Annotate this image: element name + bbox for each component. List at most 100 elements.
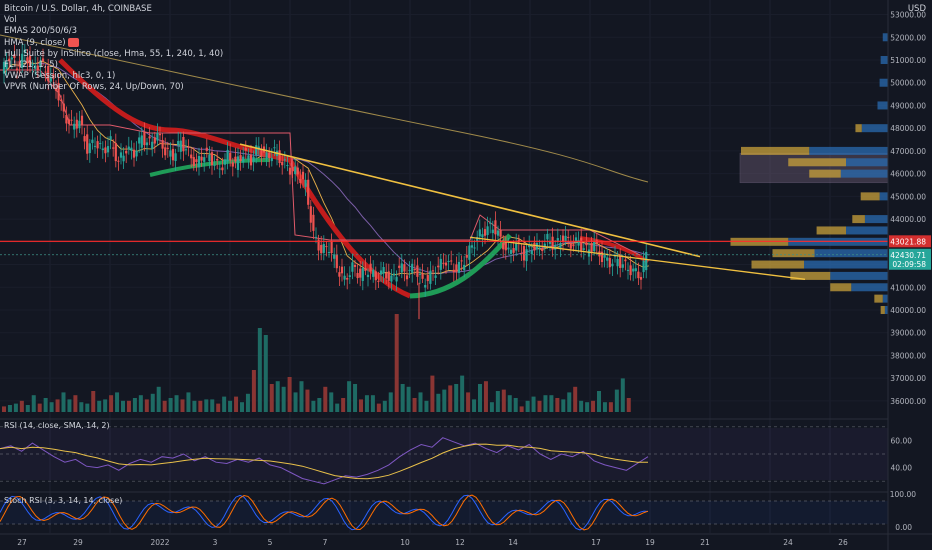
volume-bar bbox=[549, 395, 554, 412]
volume-bar bbox=[614, 389, 619, 412]
vp-bar-up bbox=[809, 146, 888, 155]
symbol-title[interactable]: Bitcoin / U.S. Dollar, 4h, COINBASE bbox=[4, 4, 152, 14]
vp-bar-up bbox=[879, 78, 888, 87]
hull-bullish-1 bbox=[149, 158, 271, 177]
rsi-title[interactable]: RSI (14, close, SMA, 14, 2) bbox=[4, 421, 110, 430]
candle-body bbox=[398, 265, 401, 268]
price-tick-label: 39000.00 bbox=[890, 329, 926, 338]
candle-body bbox=[496, 230, 500, 236]
candle-body bbox=[8, 58, 11, 61]
candle-body bbox=[54, 88, 58, 91]
indicator-fli[interactable]: FLI (21, 1, 5) bbox=[4, 60, 58, 71]
volume-bar bbox=[115, 392, 120, 412]
candle-body bbox=[119, 152, 123, 158]
vp-bar-down bbox=[772, 249, 815, 258]
candle-body bbox=[346, 277, 349, 280]
volume-bar bbox=[460, 375, 465, 412]
candle-body bbox=[374, 271, 377, 281]
vp-bar-up bbox=[804, 260, 888, 269]
candle-body bbox=[379, 270, 383, 275]
indicator-emas[interactable]: EMAS 200/50/6/3 bbox=[4, 26, 78, 37]
candle-body bbox=[450, 260, 453, 262]
volume-bar bbox=[287, 377, 292, 412]
candle-body bbox=[447, 260, 450, 262]
candle-body bbox=[554, 244, 557, 250]
candle-body bbox=[621, 264, 624, 268]
candle-body bbox=[78, 120, 81, 129]
candle-body bbox=[395, 276, 398, 282]
volume-bar bbox=[335, 403, 340, 412]
volume-profile bbox=[730, 33, 889, 314]
candle-body bbox=[515, 243, 518, 251]
price-tick-label: 38000.00 bbox=[890, 351, 926, 360]
chart-legend: Bitcoin / U.S. Dollar, 4h, COINBASE Vol … bbox=[4, 4, 223, 94]
candle-body bbox=[184, 149, 188, 151]
volume-bar bbox=[376, 403, 381, 412]
candle-body bbox=[36, 65, 39, 71]
vp-bar-down bbox=[860, 192, 880, 201]
volume-bar bbox=[561, 399, 566, 412]
volume-bar bbox=[531, 396, 536, 412]
candle-body bbox=[166, 147, 169, 149]
candle-body bbox=[23, 49, 26, 53]
countdown-text: 02:09:58 bbox=[892, 260, 926, 269]
vp-bar-down bbox=[741, 146, 810, 155]
volume-bar bbox=[132, 398, 137, 412]
stoch-rsi-title[interactable]: Stoch RSI (3, 3, 14, 14, close) bbox=[4, 496, 123, 505]
candle-body bbox=[327, 252, 331, 254]
last-price-text: 42430.71 bbox=[890, 251, 926, 260]
candle-body bbox=[606, 257, 609, 261]
candle-body bbox=[637, 271, 640, 279]
indicator-vpvr[interactable]: VPVR (Number Of Rows, 24, Up/Down, 70) bbox=[4, 82, 184, 93]
candle-body bbox=[158, 133, 162, 136]
candle-body bbox=[291, 166, 294, 172]
candle-body bbox=[470, 245, 474, 248]
candle-body bbox=[143, 131, 146, 146]
candle-body bbox=[574, 237, 578, 242]
time-tick-label: 19 bbox=[645, 538, 655, 547]
stoch-d-line bbox=[0, 494, 649, 531]
candle-body bbox=[483, 229, 487, 236]
volume-bar bbox=[31, 395, 36, 412]
volume-bar bbox=[293, 392, 298, 412]
trendline-descending bbox=[239, 143, 701, 258]
candle-body bbox=[533, 242, 536, 251]
candle-body bbox=[356, 272, 359, 279]
candle-body bbox=[67, 119, 71, 124]
time-tick-label: 26 bbox=[838, 538, 848, 547]
candle-body bbox=[195, 159, 198, 163]
volume-bar bbox=[489, 402, 494, 412]
indicator-hull[interactable]: Hull Suite by InSilico (close, Hma, 55, … bbox=[4, 48, 224, 59]
indicator-alert-icon[interactable] bbox=[68, 37, 80, 47]
vp-bar-up bbox=[880, 56, 888, 64]
candle-body bbox=[548, 242, 552, 244]
candle-body bbox=[70, 119, 73, 121]
indicator-vol[interactable]: Vol bbox=[4, 15, 17, 26]
volume-bar bbox=[186, 392, 191, 412]
candle-body bbox=[372, 269, 375, 277]
vp-bar-up bbox=[814, 249, 888, 258]
volume-bar bbox=[585, 402, 590, 412]
candle-body bbox=[429, 270, 432, 284]
candle-body bbox=[301, 171, 305, 180]
candle-body bbox=[569, 243, 572, 249]
candle-body bbox=[416, 265, 419, 277]
price-tick-label: 49000.00 bbox=[890, 101, 926, 110]
candle-body bbox=[179, 140, 182, 152]
volume-bar bbox=[97, 400, 102, 412]
volume-bar bbox=[109, 395, 114, 412]
volume-bar bbox=[275, 381, 280, 412]
indicator-hma[interactable]: HMA (9, close) bbox=[4, 37, 223, 49]
candle-body bbox=[528, 245, 531, 248]
candle-body bbox=[525, 249, 528, 262]
candle-body bbox=[330, 241, 333, 254]
candle-body bbox=[286, 165, 289, 167]
candle-body bbox=[437, 265, 440, 268]
candle-body bbox=[65, 115, 68, 124]
indicator-vwap[interactable]: VWAP (Session, hlc3, 0, 1) bbox=[4, 71, 116, 82]
volume-bar bbox=[519, 406, 524, 412]
candle-body bbox=[205, 147, 208, 151]
vp-bar-up bbox=[840, 169, 888, 178]
candle-body bbox=[299, 178, 302, 183]
